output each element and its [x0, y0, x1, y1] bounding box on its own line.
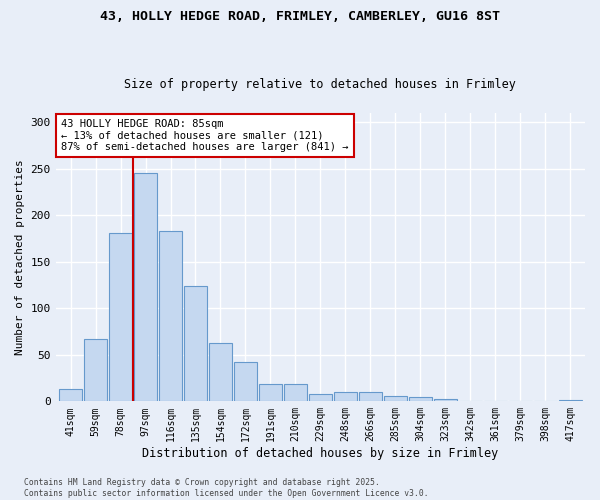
Bar	[234, 362, 257, 402]
Bar	[184, 286, 207, 402]
Bar	[559, 400, 581, 402]
Bar	[384, 396, 407, 402]
Bar	[359, 392, 382, 402]
Y-axis label: Number of detached properties: Number of detached properties	[15, 160, 25, 355]
Bar	[209, 342, 232, 402]
Text: Contains HM Land Registry data © Crown copyright and database right 2025.
Contai: Contains HM Land Registry data © Crown c…	[24, 478, 428, 498]
Bar	[259, 384, 282, 402]
Bar	[134, 174, 157, 402]
Bar	[59, 389, 82, 402]
Bar	[159, 231, 182, 402]
Bar	[309, 394, 332, 402]
Text: 43 HOLLY HEDGE ROAD: 85sqm
← 13% of detached houses are smaller (121)
87% of sem: 43 HOLLY HEDGE ROAD: 85sqm ← 13% of deta…	[61, 119, 349, 152]
Bar	[409, 396, 431, 402]
Bar	[109, 233, 132, 402]
Bar	[434, 398, 457, 402]
Bar	[284, 384, 307, 402]
Title: Size of property relative to detached houses in Frimley: Size of property relative to detached ho…	[124, 78, 516, 91]
Bar	[84, 339, 107, 402]
Text: 43, HOLLY HEDGE ROAD, FRIMLEY, CAMBERLEY, GU16 8ST: 43, HOLLY HEDGE ROAD, FRIMLEY, CAMBERLEY…	[100, 10, 500, 23]
X-axis label: Distribution of detached houses by size in Frimley: Distribution of detached houses by size …	[142, 447, 499, 460]
Bar	[334, 392, 357, 402]
